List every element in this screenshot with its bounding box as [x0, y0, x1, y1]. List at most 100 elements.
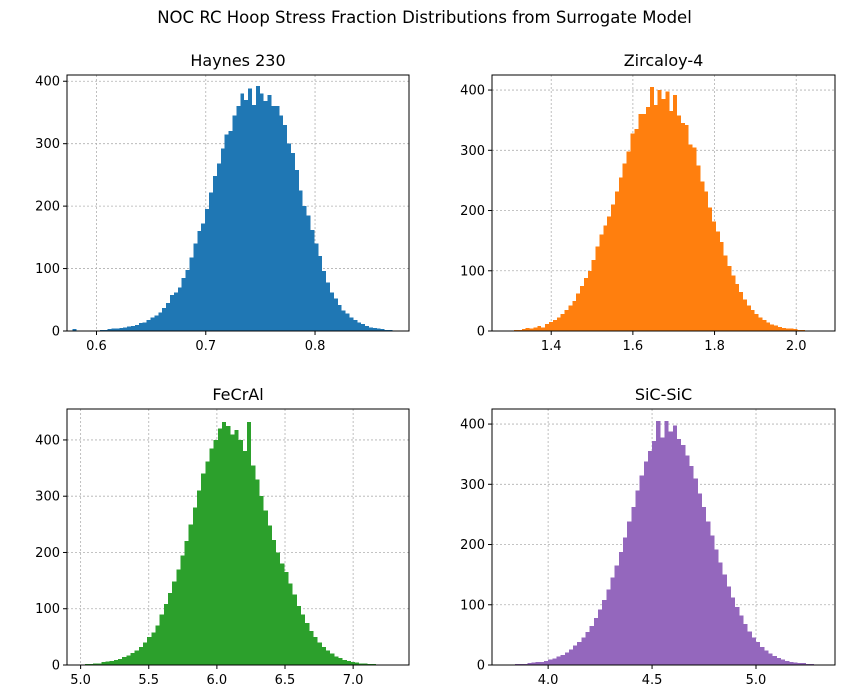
histogram-bar [230, 434, 235, 665]
histogram-bar [342, 659, 347, 665]
histogram-bar [556, 317, 561, 331]
histogram-bar [259, 93, 264, 331]
y-tick-label: 300 [460, 144, 485, 159]
x-tick-label: 1.8 [704, 339, 725, 354]
histogram-bar [543, 660, 549, 665]
x-tick-label: 6.5 [275, 673, 296, 688]
histogram-bar [97, 663, 102, 665]
histogram-bar [535, 661, 540, 665]
x-tick-label: 5.0 [746, 673, 767, 688]
histogram-bar [138, 646, 144, 665]
histogram-bar [226, 425, 231, 665]
histogram-bar [197, 490, 202, 665]
histogram-bar [255, 479, 260, 665]
histogram-bar [158, 312, 163, 331]
histogram-bar [326, 282, 331, 331]
histogram-bar [764, 650, 769, 665]
histogram-bar [706, 521, 711, 665]
histogram-bar [255, 86, 260, 332]
histogram-bar [162, 307, 167, 331]
histogram-bar [163, 604, 168, 665]
histogram-bar [357, 322, 362, 331]
histogram-bar [305, 622, 310, 665]
histogram-bar [288, 583, 293, 665]
axes-frame [66, 74, 410, 332]
histogram-bar [246, 421, 252, 665]
histogram-bar [118, 658, 123, 665]
histogram-bar [321, 646, 326, 665]
histogram-bar [712, 221, 716, 331]
histogram-bar [589, 625, 594, 665]
histogram-bar [244, 99, 249, 331]
histogram-bar [649, 87, 654, 331]
histogram-bar [142, 322, 147, 331]
histogram-bar [103, 329, 108, 331]
histogram-bar [88, 663, 94, 665]
histogram-bar [109, 661, 114, 665]
histogram-bar [107, 329, 112, 331]
histogram-bar [801, 329, 806, 331]
histogram-bar [577, 642, 582, 665]
subplot-title: Zircaloy-4 [624, 51, 704, 70]
histogram-bar [283, 124, 288, 331]
histogram-bar [197, 231, 202, 331]
histogram-bar [209, 448, 214, 665]
histogram-bar [143, 642, 148, 665]
histogram-bar [193, 243, 198, 331]
histogram-bar [669, 111, 674, 331]
histogram-bar [810, 663, 815, 665]
histogram-bar [334, 656, 339, 665]
y-tick-label: 300 [35, 490, 60, 505]
histogram-bar [560, 654, 565, 665]
histogram-bar [212, 176, 217, 331]
histogram-bar [213, 439, 218, 665]
histogram-bar [770, 324, 775, 331]
histogram-bar [756, 642, 761, 665]
histogram-bar [170, 294, 174, 331]
histogram-bar [701, 507, 707, 665]
histogram-bar [665, 91, 670, 332]
histogram-bar [181, 277, 186, 331]
histogram-bar [119, 327, 124, 331]
subplot-sic-sic: 4.0 4.5 5.0 0 100 200 300 400 SiC-SiC [460, 385, 836, 688]
histogram-bar [298, 190, 303, 331]
histogram-bar [660, 437, 665, 665]
histogram-bar [517, 329, 522, 331]
y-tick-label: 200 [460, 538, 485, 553]
histogram-bar [668, 431, 673, 665]
histogram-bar [539, 661, 544, 665]
histogram-bar [238, 439, 243, 665]
histogram-bar [552, 320, 557, 331]
histogram-bar [754, 314, 759, 331]
histogram-bar [384, 329, 389, 331]
histogram-bar [296, 605, 302, 665]
histogram-bar [731, 275, 736, 331]
histogram-bar [216, 163, 221, 331]
histogram-bar [556, 656, 561, 665]
histogram-bar [115, 328, 120, 331]
histogram-bar [123, 327, 128, 331]
histogram-bar [159, 614, 164, 665]
histogram-bar [656, 421, 661, 665]
histogram-bar [607, 216, 612, 331]
histogram-bar [346, 661, 351, 665]
histogram-bar [652, 440, 657, 665]
histogram-bar [643, 461, 648, 665]
y-tick-label: 100 [35, 602, 60, 617]
histogram-bar [338, 658, 343, 665]
histogram-bar [774, 325, 779, 331]
histogram-bar [606, 589, 611, 665]
histogram-bar [622, 163, 627, 331]
x-tick-label: 7.0 [343, 673, 364, 688]
subplot-title: SiC-SiC [635, 385, 692, 404]
histogram-bar [602, 599, 607, 665]
histogram-bar [367, 663, 372, 665]
y-tick-label: 100 [460, 598, 485, 613]
histogram-bar [572, 300, 577, 331]
histogram-bar [259, 496, 264, 665]
histogram-bar [685, 455, 690, 665]
histogram-bar [548, 321, 553, 331]
y-tick-label: 100 [35, 262, 60, 277]
histogram-bar [287, 143, 291, 331]
y-tick-label: 0 [477, 659, 485, 674]
